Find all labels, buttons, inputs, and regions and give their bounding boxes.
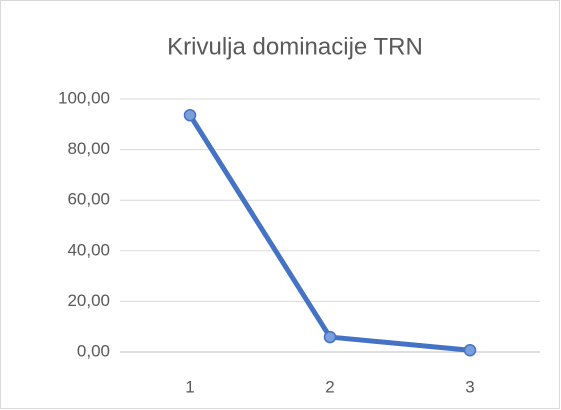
y-tick-label: 80,00 [67,139,110,158]
y-tick-label: 40,00 [67,240,110,259]
y-tick-label: 20,00 [67,291,110,310]
x-tick-label: 3 [465,377,474,396]
y-tick-label: 60,00 [67,190,110,209]
data-point [183,108,197,122]
y-tick-label: 0,00 [77,341,110,360]
x-tick-label: 2 [325,377,334,396]
data-point [463,343,477,357]
y-tick-label: 100,00 [58,88,110,107]
data-point [323,330,337,344]
x-tick-label: 1 [185,377,194,396]
chart-title: Krivulja dominacije TRN [167,33,423,60]
